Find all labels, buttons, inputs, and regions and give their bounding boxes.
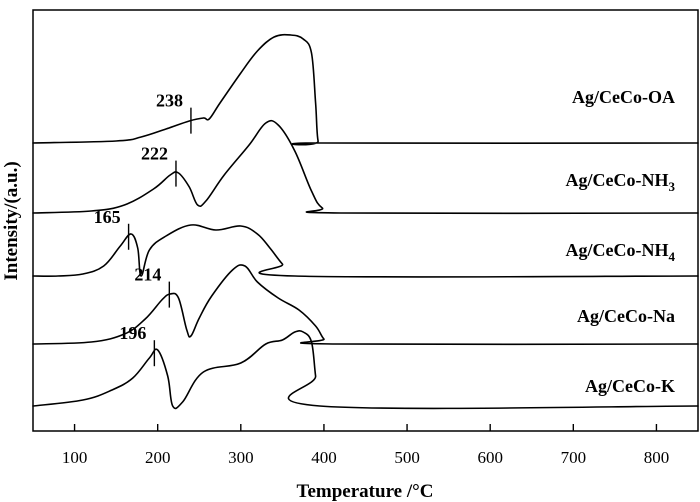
x-tick-label-300: 300 bbox=[228, 448, 254, 467]
x-tick-label-200: 200 bbox=[145, 448, 171, 467]
y-axis-title: Intensity/(a.u.) bbox=[1, 161, 22, 280]
series-line-4 bbox=[32, 264, 699, 346]
peak-label-4: 214 bbox=[134, 265, 161, 285]
series-curves bbox=[32, 33, 699, 410]
peak-label-3: 165 bbox=[94, 207, 121, 227]
x-tick-label-600: 600 bbox=[477, 448, 503, 467]
x-axis-tick-labels: 100 200 300 400 500 600 700 800 bbox=[62, 448, 669, 467]
peak-label-1: 238 bbox=[156, 91, 183, 111]
series-label-5: Ag/CeCo-K bbox=[585, 376, 675, 396]
x-axis-title: Temperature /°C bbox=[297, 481, 434, 502]
series-label-2: Ag/CeCo-NH3 bbox=[566, 170, 676, 194]
series-line-5 bbox=[32, 330, 699, 410]
x-tick-label-700: 700 bbox=[561, 448, 587, 467]
series-line-1 bbox=[32, 33, 699, 146]
peak-label-5: 196 bbox=[119, 323, 146, 343]
x-tick-label-800: 800 bbox=[644, 448, 670, 467]
x-tick-label-400: 400 bbox=[311, 448, 337, 467]
series-label-3: Ag/CeCo-NH4 bbox=[566, 240, 676, 264]
series-label-1: Ag/CeCo-OA bbox=[572, 87, 675, 107]
x-tick-label-100: 100 bbox=[62, 448, 88, 467]
peak-label-2: 222 bbox=[141, 144, 168, 164]
peak-labels: 238 222 165 214 196 bbox=[94, 91, 183, 344]
series-line-3 bbox=[32, 224, 699, 278]
plot-frame bbox=[32, 9, 699, 432]
peak-markers bbox=[127, 107, 192, 367]
x-tick-label-500: 500 bbox=[394, 448, 420, 467]
x-axis-ticks bbox=[73, 424, 658, 431]
series-line-2 bbox=[32, 119, 699, 215]
series-labels: Ag/CeCo-OA Ag/CeCo-NH3 Ag/CeCo-NH4 Ag/CeCo-… bbox=[566, 87, 676, 396]
series-label-4: Ag/CeCo-Na bbox=[577, 306, 675, 326]
